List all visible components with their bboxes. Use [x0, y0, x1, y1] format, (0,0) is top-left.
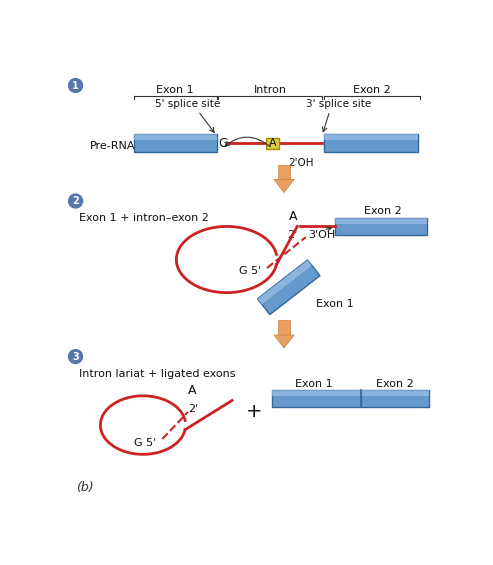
Bar: [272, 390, 361, 407]
Circle shape: [69, 79, 82, 93]
Text: Exon 1: Exon 1: [156, 85, 194, 95]
Circle shape: [69, 194, 82, 208]
FancyArrowPatch shape: [326, 227, 331, 231]
Text: 2': 2': [287, 229, 297, 240]
Text: +: +: [246, 402, 262, 421]
Text: G 5': G 5': [239, 266, 262, 276]
Bar: [323, 134, 418, 153]
Text: Exon 2: Exon 2: [376, 379, 414, 389]
Text: Intron lariat + ligated exons: Intron lariat + ligated exons: [79, 369, 235, 379]
Bar: [278, 320, 290, 335]
Circle shape: [69, 350, 82, 363]
Text: (b): (b): [75, 481, 93, 494]
Text: A: A: [188, 384, 196, 397]
Bar: [335, 218, 426, 224]
Text: Exon 1: Exon 1: [316, 299, 353, 309]
Text: Exon 2: Exon 2: [364, 206, 402, 216]
Text: Exon 1 + intron–exon 2: Exon 1 + intron–exon 2: [79, 214, 209, 223]
Bar: [272, 390, 361, 397]
Text: 2: 2: [72, 196, 79, 206]
Bar: [266, 138, 279, 149]
Text: A: A: [289, 210, 297, 223]
Bar: [361, 390, 429, 397]
Polygon shape: [257, 260, 312, 305]
Text: Intron: Intron: [253, 85, 286, 95]
Polygon shape: [274, 180, 294, 193]
Bar: [278, 165, 290, 180]
Polygon shape: [274, 335, 294, 348]
Text: 5' splice site: 5' splice site: [154, 99, 220, 110]
Text: 2'OH: 2'OH: [288, 158, 314, 168]
Text: Exon 1: Exon 1: [295, 379, 333, 389]
Text: G: G: [218, 137, 228, 150]
Bar: [134, 134, 216, 141]
Text: 2': 2': [188, 403, 198, 414]
Bar: [361, 390, 429, 407]
Text: 1: 1: [72, 80, 79, 90]
Bar: [335, 218, 426, 235]
Text: 3' splice site: 3' splice site: [307, 99, 372, 110]
Text: 3'OH: 3'OH: [308, 230, 335, 240]
Text: Exon 2: Exon 2: [353, 85, 390, 95]
Text: A: A: [269, 138, 276, 148]
Text: G 5': G 5': [134, 438, 156, 448]
Text: Pre-RNA: Pre-RNA: [90, 141, 135, 151]
FancyArrowPatch shape: [225, 137, 270, 147]
Bar: [323, 134, 418, 141]
Text: 3: 3: [72, 351, 79, 362]
Bar: [134, 134, 216, 153]
Polygon shape: [257, 260, 320, 315]
